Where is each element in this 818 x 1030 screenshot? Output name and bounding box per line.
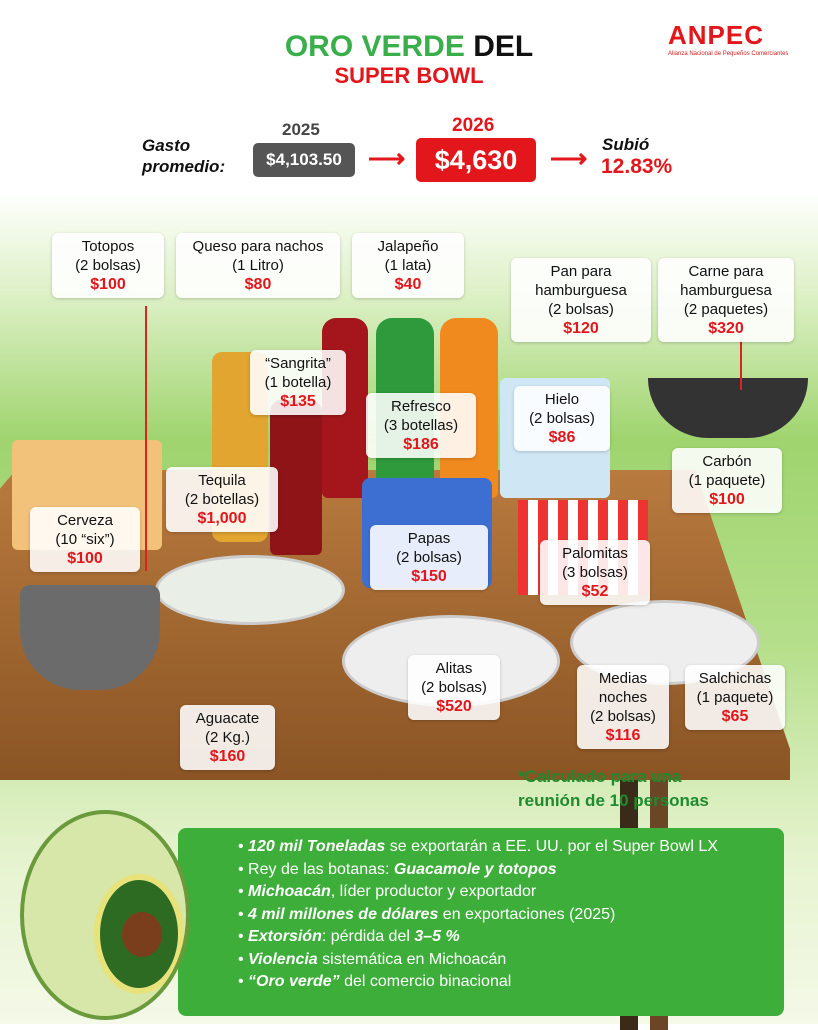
arrow-icon: ⟶	[368, 143, 406, 173]
fact-item: • Michoacán, líder productor y exportado…	[238, 883, 537, 900]
spend-2026: $4,630	[416, 138, 536, 182]
item-aguacate: Aguacate (2 Kg.) $160	[180, 705, 275, 770]
fact-item: • Rey de las botanas: Guacamole y totopo…	[238, 860, 557, 878]
anpec-logo: ANPEC Alianza Nacional de Pequeños Comerc…	[668, 20, 789, 57]
subtitle: SUPER BOWL	[334, 63, 484, 88]
item-pan: Pan para hamburguesa (2 bolsas) $120	[511, 258, 651, 342]
item-salchichas: Salchichas (1 paquete) $65	[685, 665, 785, 730]
item-queso: Queso para nachos (1 Litro) $80	[176, 233, 340, 298]
item-alitas: Alitas (2 bolsas) $520	[408, 655, 500, 720]
fact-item: • 4 mil millones de dólares en exportaci…	[238, 905, 616, 923]
connector-line	[145, 306, 147, 571]
item-totopos: Totopos (2 bolsas) $100	[52, 233, 164, 298]
item-carbon: Carbón (1 paquete) $100	[672, 448, 782, 513]
item-medias-noches: Medias noches (2 bolsas) $116	[577, 665, 669, 749]
spend-label: Gasto promedio:	[142, 136, 226, 176]
spend-2025: $4,103.50	[253, 143, 355, 177]
fact-item: • “Oro verde” del comercio binacional	[238, 973, 512, 990]
item-refresco: Refresco (3 botellas) $186	[366, 393, 476, 458]
molcajete	[20, 585, 160, 690]
year-2026: 2026	[452, 115, 495, 136]
item-papas: Papas (2 bolsas) $150	[370, 525, 488, 590]
avocado-illustration	[20, 810, 190, 1020]
title: ORO VERDE DEL	[284, 30, 534, 63]
item-jalapeno: Jalapeño (1 lata) $40	[352, 233, 464, 298]
item-palomitas: Palomitas (3 bolsas) $52	[540, 540, 650, 605]
sangrita-bottle	[270, 400, 322, 555]
footnote: *Calculado para una reunión de 10 person…	[518, 767, 709, 810]
fact-item: • 120 mil Toneladas se exportarán a EE. …	[238, 838, 718, 855]
item-sangrita: “Sangrita” (1 botella) $135	[250, 350, 346, 415]
fact-item: • Violencia sistemática en Michoacán	[238, 950, 507, 968]
item-hielo: Hielo (2 bolsas) $86	[514, 386, 610, 451]
year-2025: 2025	[282, 120, 320, 139]
fact-item: • Extorsión: pérdida del 3–5 %	[238, 928, 460, 945]
connector-line	[740, 340, 742, 390]
item-carne: Carne para hamburguesa (2 paquetes) $320	[658, 258, 794, 342]
facts-panel: • 120 mil Toneladas se exportarán a EE. …	[178, 828, 784, 1016]
arrow-icon: ⟶	[550, 143, 588, 173]
nachos-plate	[155, 555, 345, 625]
item-cerveza: Cerveza (10 “six”) $100	[30, 507, 140, 572]
item-tequila: Tequila (2 botellas) $1,000	[166, 467, 278, 532]
change-label: Subió	[602, 135, 650, 154]
change-value: 12.83%	[601, 155, 673, 178]
